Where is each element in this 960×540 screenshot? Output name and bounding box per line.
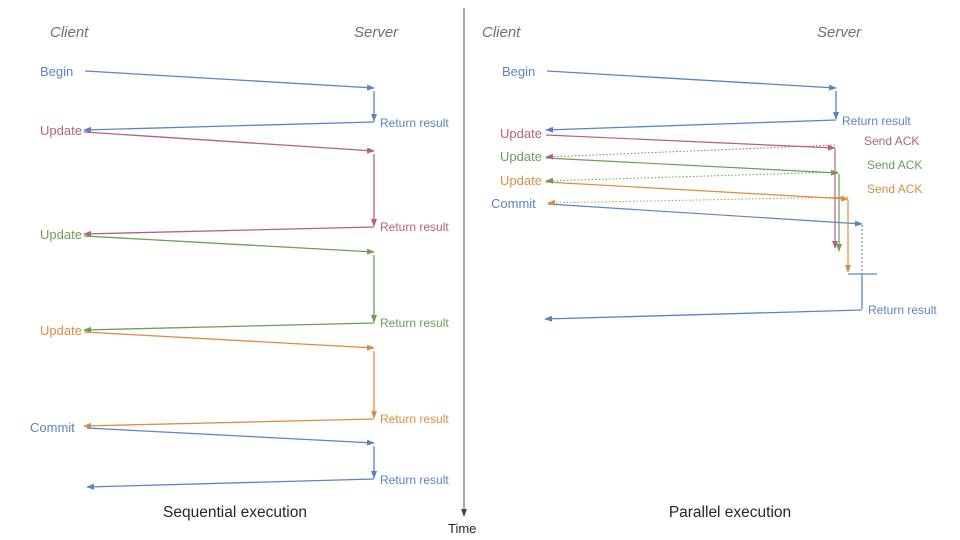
svg-text:Return result: Return result [868,303,937,317]
svg-text:Sequential execution: Sequential execution [163,504,307,521]
svg-text:Client: Client [50,24,89,41]
svg-text:Send ACK: Send ACK [867,158,922,172]
svg-text:Return result: Return result [842,114,911,128]
svg-text:Update: Update [40,227,82,242]
svg-text:Client: Client [482,24,521,41]
svg-text:Update: Update [40,123,82,138]
svg-text:Begin: Begin [502,64,535,79]
svg-text:Send ACK: Send ACK [864,134,919,148]
svg-text:Server: Server [354,24,399,41]
svg-text:Update: Update [500,126,542,141]
svg-text:Update: Update [500,149,542,164]
svg-text:Server: Server [817,24,862,41]
svg-text:Return result: Return result [380,116,449,130]
svg-text:Update: Update [500,173,542,188]
svg-text:Time: Time [448,521,476,536]
svg-text:Commit: Commit [30,420,75,435]
svg-text:Parallel execution: Parallel execution [669,504,791,521]
svg-text:Return result: Return result [380,412,449,426]
svg-text:Commit: Commit [491,196,536,211]
svg-text:Return result: Return result [380,220,449,234]
svg-text:Send ACK: Send ACK [867,182,922,196]
svg-text:Return result: Return result [380,473,449,487]
svg-text:Begin: Begin [40,64,73,79]
svg-text:Return result: Return result [380,316,449,330]
svg-text:Update: Update [40,323,82,338]
